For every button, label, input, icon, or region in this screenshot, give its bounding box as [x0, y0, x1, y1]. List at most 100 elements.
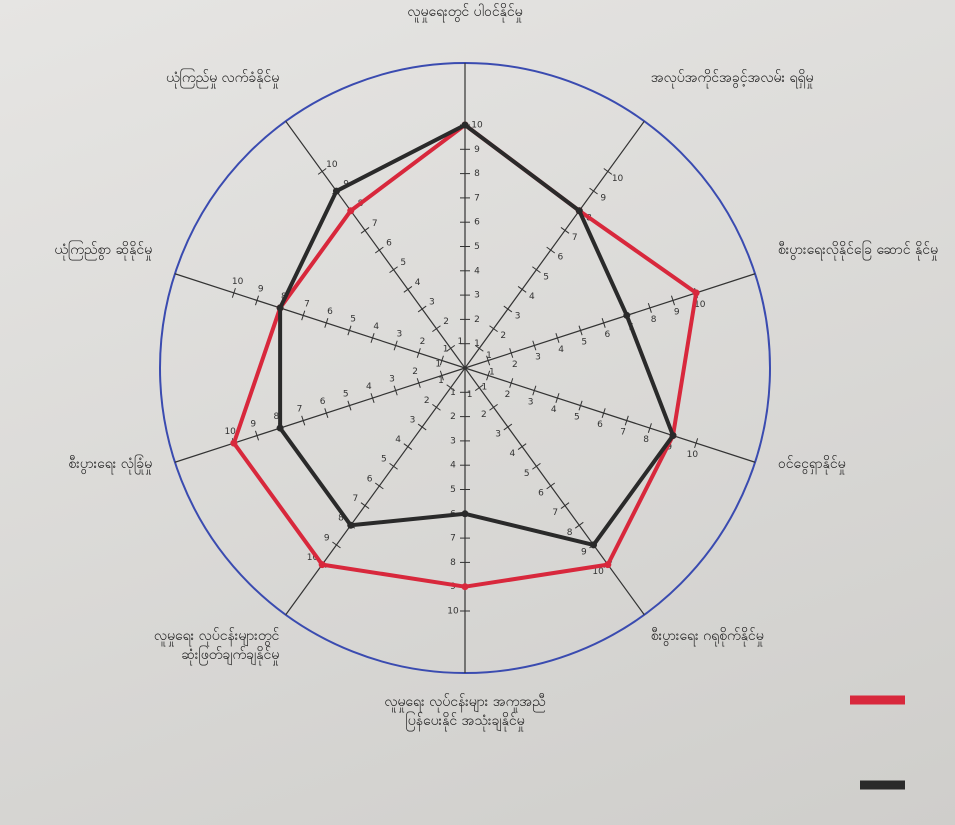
tick-mark — [432, 326, 440, 332]
tick-label: 2 — [450, 412, 456, 422]
tick-label: 1 — [458, 337, 464, 347]
point — [347, 207, 354, 214]
point — [319, 561, 326, 568]
tick-mark — [490, 326, 498, 332]
tick-mark — [575, 522, 583, 528]
axis-label: လူမှုရေး လုပ်ငန်းများ အကူအညီ ပြန်ပေးနိုင… — [380, 693, 550, 731]
tick-label: 4 — [450, 461, 456, 471]
tick-mark — [404, 286, 412, 292]
tick-label: 4 — [558, 345, 564, 355]
tick-label: 7 — [620, 427, 626, 437]
tick-label: 5 — [343, 390, 349, 400]
tick-label: 3 — [429, 297, 435, 307]
tick-mark — [518, 444, 526, 450]
spoke — [175, 274, 465, 368]
tick-label: 9 — [250, 420, 256, 430]
tick-label: 3 — [450, 436, 456, 446]
spoke — [465, 274, 755, 368]
tick-label: 8 — [450, 558, 456, 568]
tick-label: 5 — [581, 337, 587, 347]
tick-mark — [418, 306, 426, 312]
tick-label: 6 — [320, 397, 326, 407]
photo: 1234567891012345678910123456789101234567… — [0, 0, 955, 825]
tick-label: 4 — [415, 278, 421, 288]
tick-mark — [318, 168, 326, 174]
point — [230, 440, 237, 447]
tick-label: 3 — [410, 415, 416, 425]
tick-mark — [390, 267, 398, 273]
tick-label: 4 — [366, 382, 372, 392]
axis-label: ယုံကြည်မှု လက်ခံနိုင်မှု — [109, 69, 279, 88]
tick-label: 5 — [450, 485, 456, 495]
tick-mark — [404, 444, 412, 450]
tick-label: 3 — [474, 291, 480, 301]
tick-label: 8 — [651, 315, 657, 325]
tick-label: 2 — [420, 337, 426, 347]
tick-label: 4 — [395, 435, 401, 445]
tick-label: 5 — [400, 258, 406, 268]
tick-label: 5 — [350, 315, 356, 325]
point — [277, 425, 284, 432]
tick-mark — [532, 463, 540, 469]
point — [693, 289, 700, 296]
axis-label: စီးပွားရေးလိုနိုင်ခြေ ဆောင် နိုင်မှု — [778, 241, 948, 260]
tick-label: 6 — [474, 218, 480, 228]
tick-label: 5 — [543, 272, 549, 282]
tick-label: 7 — [304, 300, 310, 310]
tick-label: 6 — [605, 330, 611, 340]
tick-label: 6 — [597, 420, 603, 430]
tick-label: 9 — [674, 307, 680, 317]
tick-mark — [504, 306, 512, 312]
tick-label: 9 — [324, 533, 330, 543]
tick-label: 7 — [450, 534, 456, 544]
tick-label: 6 — [327, 307, 333, 317]
tick-label: 10 — [326, 160, 338, 170]
point — [333, 188, 340, 195]
tick-label: 2 — [424, 396, 430, 406]
tick-label: 1 — [482, 382, 488, 392]
tick-label: 5 — [574, 412, 580, 422]
spoke — [175, 368, 465, 462]
tick-label: 3 — [495, 430, 501, 440]
tick-mark — [490, 404, 498, 410]
axis-label: ယုံကြည်စွာ ဆိုနိုင်မှု — [0, 241, 152, 260]
tick-mark — [561, 227, 569, 233]
tick-label: 5 — [524, 469, 530, 479]
tick-label: 2 — [505, 390, 511, 400]
tick-label: 1 — [443, 345, 449, 355]
tick-label: 10 — [447, 607, 459, 617]
tick-label: 7 — [372, 219, 378, 229]
point — [347, 522, 354, 529]
tick-mark — [504, 424, 512, 430]
axis-label: စီးပွားရေး ဂရုစိုက်နိုင်မှု — [651, 627, 821, 646]
tick-mark — [561, 503, 569, 509]
tick-mark — [547, 247, 555, 253]
spoke — [465, 368, 755, 462]
tick-label: 7 — [297, 405, 303, 415]
tick-mark — [418, 424, 426, 430]
tick-mark — [432, 404, 440, 410]
spoke — [465, 121, 644, 368]
tick-label: 6 — [386, 238, 392, 248]
tick-label: 9 — [581, 547, 587, 557]
tick-mark — [361, 503, 369, 509]
point — [669, 432, 676, 439]
tick-label: 10 — [232, 277, 244, 287]
axis-label: လူမှုရေးတွင် ပါဝင်နိုင်မှု — [380, 3, 550, 22]
tick-label: 7 — [352, 494, 358, 504]
tick-label: 8 — [474, 169, 480, 179]
point — [462, 583, 469, 590]
tick-label: 4 — [551, 405, 557, 415]
tick-label: 1 — [467, 390, 473, 400]
tick-label: 4 — [529, 292, 535, 302]
tick-mark — [375, 483, 383, 489]
tick-label: 2 — [443, 317, 449, 327]
tick-label: 6 — [538, 489, 544, 499]
tick-label: 6 — [367, 474, 373, 484]
tick-label: 10 — [687, 450, 699, 460]
point — [590, 541, 597, 548]
tick-label: 6 — [558, 253, 564, 263]
tick-label: 2 — [481, 410, 487, 420]
series-line — [280, 125, 673, 545]
tick-mark — [361, 227, 369, 233]
